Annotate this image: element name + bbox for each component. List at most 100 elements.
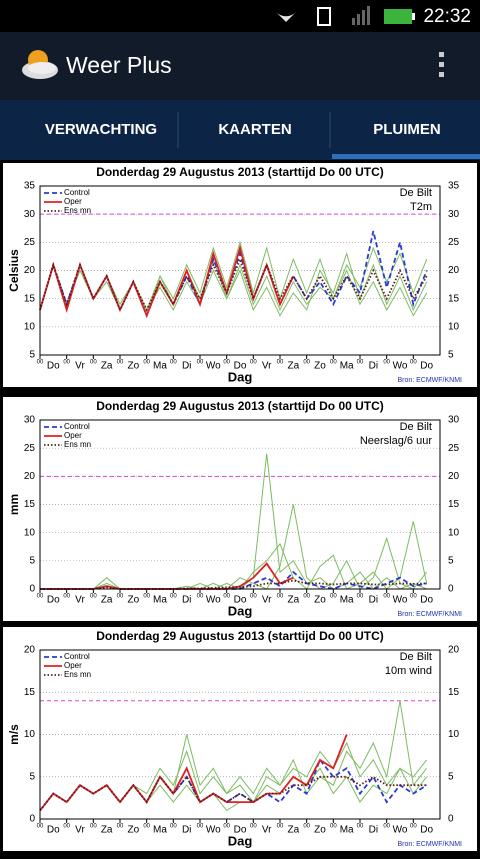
y-tick-label: 35 [24, 181, 36, 192]
chart-title: Donderdag 29 Augustus 2013 (starttijd Do… [96, 165, 384, 179]
x-tick-label: 00 [357, 360, 364, 366]
series-line [40, 579, 427, 590]
x-axis-label: Dag [228, 603, 253, 618]
x-tick-label: 00 [250, 360, 257, 366]
day-label: Zo [314, 361, 326, 372]
x-tick-label: 00 [197, 824, 204, 830]
y-tick-label: 10 [24, 321, 36, 332]
y2-tick-label: 5 [448, 350, 454, 361]
chart-panel [3, 397, 477, 621]
x-tick-label: 00 [303, 594, 310, 600]
x-tick-label: 00 [223, 360, 230, 366]
y2-tick-label: 10 [448, 321, 460, 332]
y2-tick-label: 15 [448, 293, 460, 304]
day-label: Do [234, 825, 247, 836]
y2-tick-label: 25 [448, 443, 460, 454]
x-tick-label: 00 [37, 824, 44, 830]
chart: Donderdag 29 Augustus 2013 (starttijd Do… [3, 627, 477, 851]
day-label: Vr [75, 595, 85, 606]
day-label: Do [47, 825, 60, 836]
y2-tick-label: 0 [448, 814, 454, 825]
x-tick-label: 00 [63, 360, 70, 366]
plot-frame [39, 185, 441, 356]
day-label: Za [101, 825, 113, 836]
day-label: Wo [206, 595, 221, 606]
day-label: Za [287, 825, 299, 836]
day-label: Ma [153, 361, 167, 372]
y-tick-label: 10 [24, 527, 36, 538]
y2-tick-label: 35 [448, 181, 460, 192]
series-line [39, 734, 348, 812]
day-label: Do [47, 361, 60, 372]
day-label: Ma [340, 361, 354, 372]
x-tick-label: 00 [250, 594, 257, 600]
day-label: Di [369, 595, 378, 606]
y2-tick-label: 30 [448, 415, 460, 426]
day-label: Do [420, 595, 433, 606]
y-tick-label: 15 [24, 687, 36, 698]
legend-label: Oper [64, 431, 82, 440]
day-label: Vr [262, 361, 272, 372]
day-label: Do [420, 825, 433, 836]
x-tick-label: 00 [37, 594, 44, 600]
x-tick-label: 00 [383, 824, 390, 830]
day-label: Zo [127, 595, 139, 606]
y2-tick-label: 25 [448, 237, 460, 248]
day-label: Zo [127, 825, 139, 836]
day-label: Ma [153, 825, 167, 836]
y-tick-label: 20 [24, 645, 36, 656]
y-tick-label: 5 [29, 771, 35, 782]
x-tick-label: 00 [90, 360, 97, 366]
day-label: Za [287, 595, 299, 606]
x-tick-label: 00 [330, 594, 337, 600]
x-tick-label: 00 [277, 594, 284, 600]
location-label: De Bilt [400, 651, 432, 663]
x-tick-label: 00 [303, 824, 310, 830]
y-tick-label: 0 [29, 584, 35, 595]
day-label: Do [234, 595, 247, 606]
day-label: Vr [262, 595, 272, 606]
location-label: De Bilt [400, 421, 432, 433]
y-tick-label: 5 [29, 350, 35, 361]
overflow-menu[interactable] [439, 52, 444, 77]
legend-label: Oper [64, 661, 82, 670]
x-tick-label: 00 [37, 360, 44, 366]
x-tick-label: 00 [410, 360, 417, 366]
x-tick-label: 00 [197, 360, 204, 366]
plot-frame [39, 649, 441, 820]
series-line [39, 775, 427, 812]
app-bar [0, 32, 480, 100]
x-axis-label: Dag [228, 833, 253, 848]
day-label: Di [182, 825, 191, 836]
y2-tick-label: 10 [448, 729, 460, 740]
chart: Donderdag 29 Augustus 2013 (starttijd Do… [3, 163, 477, 387]
day-label: Ma [340, 595, 354, 606]
day-label: Vr [75, 825, 85, 836]
y-tick-label: 15 [24, 499, 36, 510]
x-tick-label: 00 [303, 360, 310, 366]
x-tick-label: 00 [170, 360, 177, 366]
location-label: De Bilt [400, 187, 432, 199]
x-tick-label: 00 [357, 824, 364, 830]
y2-tick-label: 15 [448, 687, 460, 698]
tab[interactable]: KAARTEN [218, 121, 291, 138]
day-label: Wo [393, 825, 408, 836]
x-tick-label: 00 [170, 824, 177, 830]
y-tick-label: 15 [24, 293, 36, 304]
x-tick-label: 00 [330, 360, 337, 366]
day-label: Za [287, 361, 299, 372]
variable-label: 10m wind [385, 665, 432, 677]
status-icons [276, 6, 415, 26]
tab[interactable]: PLUIMEN [373, 121, 441, 138]
x-tick-label: 00 [170, 594, 177, 600]
source-label: Bron: ECMWF/KNMI [397, 841, 462, 848]
x-tick-label: 00 [277, 824, 284, 830]
legend-label: Oper [64, 197, 82, 206]
day-label: Za [101, 595, 113, 606]
legend-label: Control [64, 652, 90, 661]
app-title: Weer Plus [66, 52, 172, 78]
tab[interactable]: VERWACHTING [45, 121, 157, 138]
y-tick-label: 25 [24, 443, 36, 454]
